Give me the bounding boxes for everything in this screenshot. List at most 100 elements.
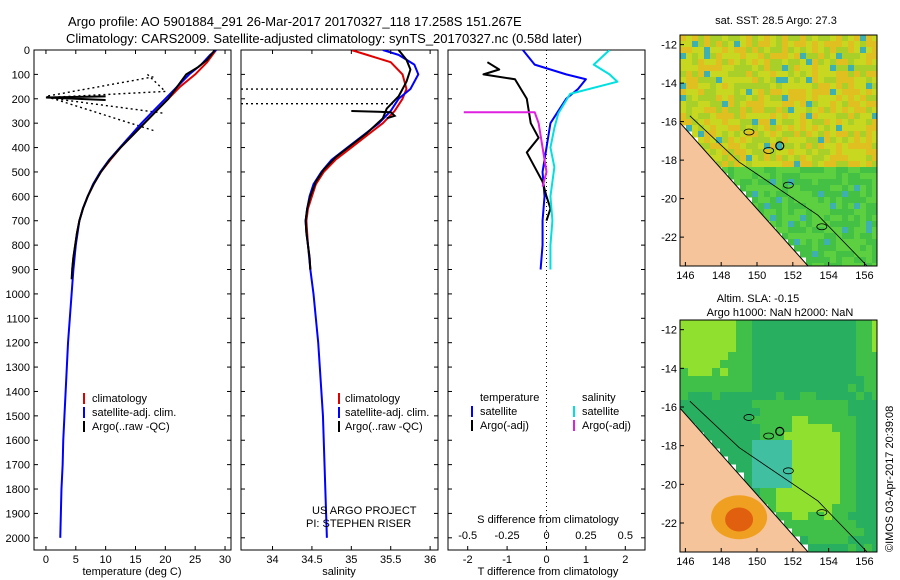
map-cell [824,35,831,42]
map-cell [784,368,793,377]
map-cell [794,155,801,162]
map-cell [864,416,873,425]
map-cell [860,53,867,60]
map-cell [830,191,837,198]
map-cell [854,185,861,192]
map-cell [854,149,861,156]
map-cell [734,137,741,144]
map-cell [758,113,765,120]
map-cell [776,440,785,449]
map-cell [830,179,837,186]
map-cell [782,173,789,180]
map-cell [872,107,877,114]
map-cell [728,101,735,108]
map-cell [746,167,753,174]
map-cell [776,376,785,385]
map-cell [752,456,761,465]
map-cell [872,512,877,521]
map-cell [824,352,833,361]
map-cell [812,143,819,150]
map-cell [704,376,713,385]
map-cell [860,209,867,216]
map-cell [792,464,801,473]
map-cell [800,448,809,457]
map-cell [768,432,777,441]
map-cell [854,161,861,168]
map-cell [816,480,825,489]
map-cell [698,119,705,126]
map-cell [776,400,785,409]
map-cell [872,384,877,393]
map-cell [864,376,873,385]
map-cell [872,416,877,425]
map-cell [824,65,831,72]
map-cell [836,239,843,246]
map-cell [686,125,693,132]
map-cell [758,53,765,60]
map-cell [824,161,831,168]
map-cell [848,496,857,505]
map-cell [872,368,877,377]
map-cell [752,472,761,481]
map-cell [716,47,723,54]
map-cell [698,47,705,54]
map-cell [848,137,855,144]
map-cell [752,197,759,204]
map-cell [680,376,689,385]
map-cell [808,376,817,385]
map-cell [782,101,789,108]
map-cell [746,107,753,114]
depth-tick-label: 600 [12,191,30,203]
map-cell [818,89,825,96]
map-cell [680,320,689,329]
map-cell [728,113,735,120]
map-cell [752,320,761,329]
map-cell [800,432,809,441]
map-cell [842,197,849,204]
map-cell [704,320,713,329]
map-cell [752,191,759,198]
map-cell [760,408,769,417]
salinity-x-ticks: 34 34.5 35 35.5 36 [266,50,436,566]
map-cell [824,131,831,138]
map-cell [794,35,801,42]
map-cell [746,59,753,66]
map-cell [728,392,737,401]
map-cell [832,440,841,449]
map-cell [784,472,793,481]
map-cell [686,59,693,66]
map-cell [784,488,793,497]
map-cell [808,336,817,345]
map-cell [740,185,747,192]
map-cell [840,408,849,417]
map-cell [824,320,833,329]
legend-t-argo: Argo(-adj) [480,420,529,432]
map-cell [736,368,745,377]
map-cell [818,245,825,252]
map-cell [784,464,793,473]
map-cell [734,161,741,168]
map-cell [842,215,849,222]
map-cell [872,352,877,361]
map-cell [840,432,849,441]
map-cell [744,336,753,345]
map-cell [768,336,777,345]
map-cell [704,344,713,353]
map-cell [824,113,831,120]
map-cell [840,480,849,489]
map-cell [770,101,777,108]
map-cell [824,83,831,90]
map-cell [830,35,837,42]
map-cell [860,65,867,72]
map-cell [824,384,833,393]
map-cell [746,47,753,54]
map-cell [716,161,723,168]
map-cell [752,89,759,96]
map-cell [764,89,771,96]
map-cell [760,440,769,449]
map-cell [686,83,693,90]
map-cell [854,239,861,246]
map-cell [752,167,759,174]
map-cell [692,71,699,78]
map-cell [734,101,741,108]
